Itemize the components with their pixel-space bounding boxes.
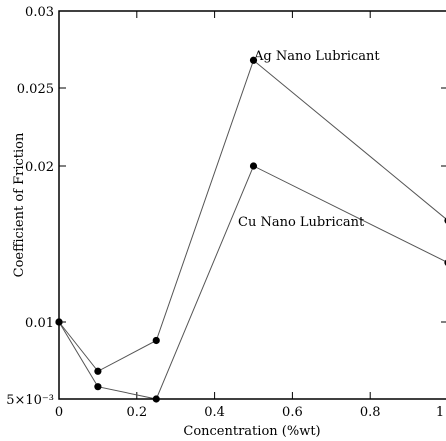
annotation-cu: Cu Nano Lubricant	[238, 215, 365, 230]
plot-frame	[58, 10, 446, 400]
data-point	[249, 162, 258, 170]
x-tick-label: 0.4	[204, 405, 225, 420]
x-tick-label: 0.2	[126, 405, 147, 420]
y-tick-label: 5×10⁻³	[6, 393, 54, 408]
y-tick-label: 0.025	[17, 82, 54, 97]
tick-labels: 0 0.2 0.4 0.6 0.8 1 5×10⁻³ 0.01 0.02 0.025 0.03	[6, 5, 444, 420]
data-point	[152, 336, 160, 345]
data-point	[94, 367, 102, 375]
x-axis-label: Concentration (%wt)	[183, 424, 320, 439]
x-tick-label: 1	[436, 405, 444, 420]
data-point	[249, 56, 258, 64]
y-axis-label: Coefficient of Friction	[12, 132, 27, 277]
y-tick-label: 0.01	[25, 316, 54, 331]
x-tick-label: 0.6	[282, 405, 303, 420]
axis-ticks	[58, 10, 446, 400]
x-tick-label: 0	[55, 405, 63, 420]
series-line-1	[58, 165, 446, 400]
y-tick-label: 0.02	[25, 160, 54, 175]
annotation-ag: Ag Nano Lubricant	[253, 49, 380, 64]
y-tick-label: 0.03	[25, 5, 54, 20]
data-point	[94, 383, 102, 391]
x-tick-label: 0.8	[360, 405, 381, 420]
